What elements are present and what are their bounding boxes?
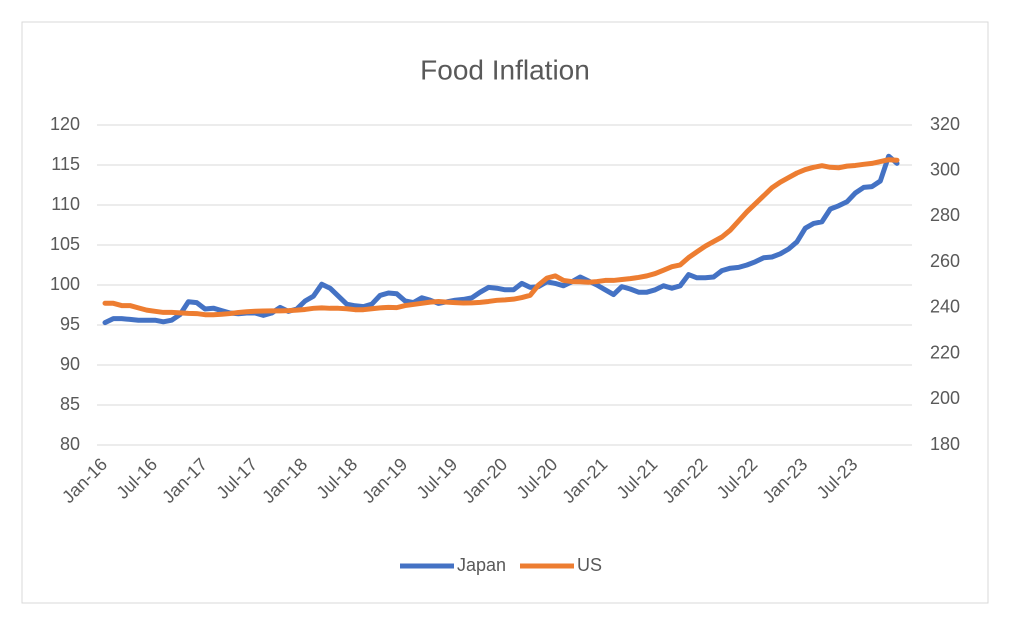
y2-tick-label: 180	[930, 434, 960, 454]
y-tick-label: 85	[60, 394, 80, 414]
y-tick-label: 90	[60, 354, 80, 374]
chart-title: Food Inflation	[420, 54, 590, 85]
y-tick-label: 80	[60, 434, 80, 454]
y2-tick-label: 260	[930, 251, 960, 271]
y-tick-label: 115	[51, 154, 80, 174]
y2-tick-label: 320	[930, 114, 960, 134]
legend-label: Japan	[457, 555, 506, 575]
y-tick-label: 100	[50, 274, 80, 294]
y2-tick-label: 300	[930, 159, 960, 179]
y-tick-label: 105	[50, 234, 80, 254]
y2-tick-label: 200	[930, 388, 960, 408]
y-tick-label: 120	[50, 114, 80, 134]
y2-tick-label: 280	[930, 205, 960, 225]
legend-label: US	[577, 555, 602, 575]
y-tick-label: 95	[60, 314, 80, 334]
y2-tick-label: 220	[930, 342, 960, 362]
line-series	[102, 157, 900, 318]
y2-tick-label: 240	[930, 297, 960, 317]
y-tick-label: 110	[51, 194, 80, 214]
